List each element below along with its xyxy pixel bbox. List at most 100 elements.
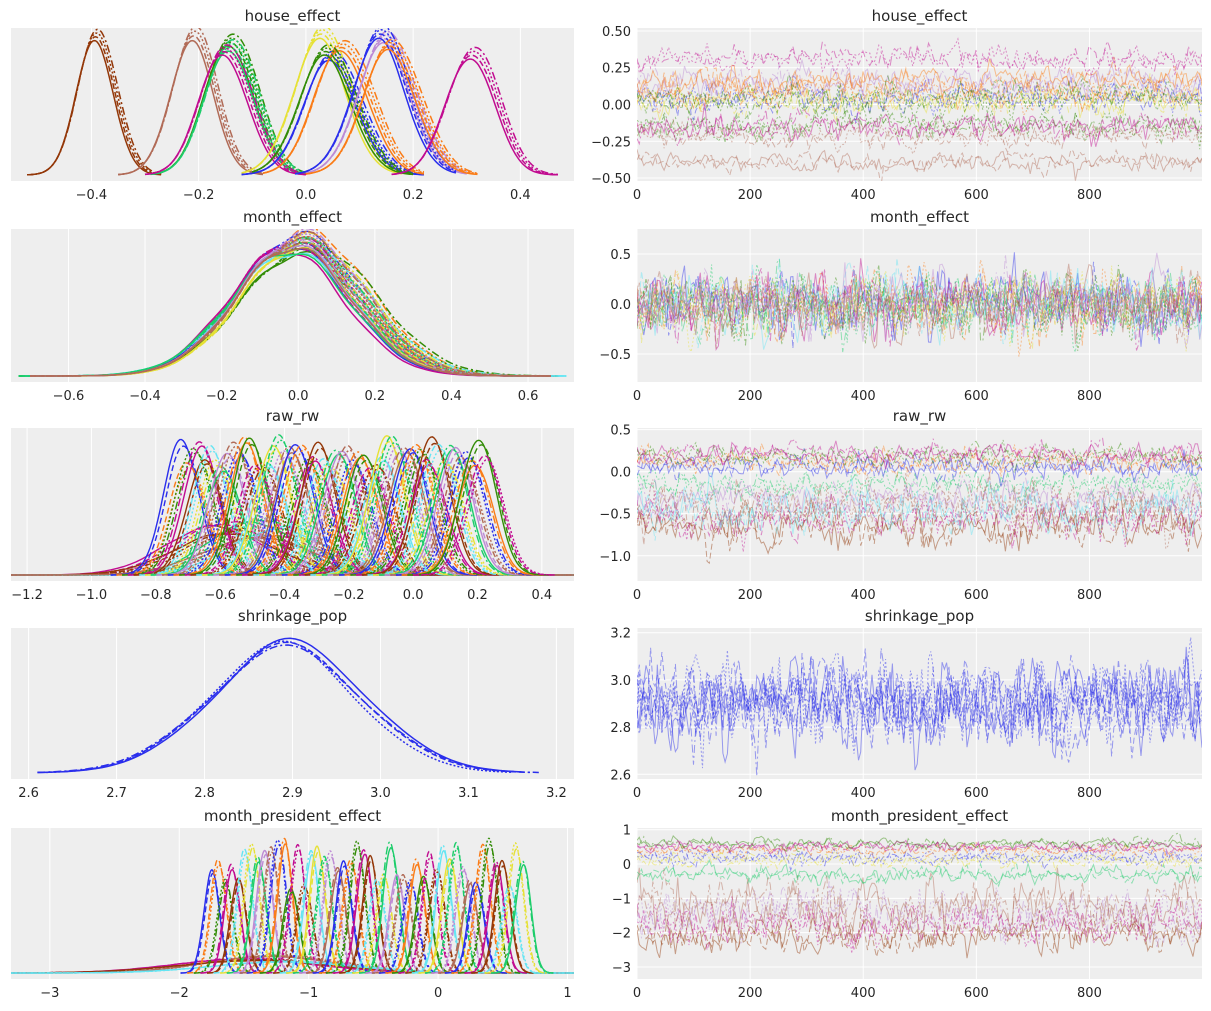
kde-curve <box>321 435 464 576</box>
trace-line <box>637 265 1202 348</box>
kde-curve <box>411 844 475 974</box>
kde-curve <box>365 877 428 974</box>
kde-curve <box>144 44 307 176</box>
trace-line <box>637 264 1202 346</box>
kde-curve <box>395 451 538 576</box>
x-tick-label: 0 <box>633 986 641 1001</box>
trace-line <box>637 851 1202 873</box>
plot-marks <box>637 437 1202 565</box>
kde-curve <box>444 885 507 974</box>
trace-line <box>637 149 1202 181</box>
trace-line <box>637 437 1202 468</box>
panel-title: shrinkage_pop <box>238 607 347 626</box>
kde-curve <box>358 841 422 974</box>
trace-line <box>637 59 1202 105</box>
kde-curve <box>431 865 494 974</box>
kde-curve <box>122 452 264 576</box>
trace-line <box>637 264 1202 355</box>
trace-line <box>637 658 1202 777</box>
kde-curve <box>262 46 425 175</box>
kde-curve <box>207 433 350 576</box>
trace-line <box>637 647 1202 759</box>
x-tick-label: 0.6 <box>518 389 539 404</box>
kde-curve <box>378 448 521 576</box>
panel-title: month_president_effect <box>204 807 381 826</box>
kde-curve <box>396 456 538 576</box>
kde-curve <box>367 443 510 576</box>
trace-line <box>637 274 1202 349</box>
kde-curve <box>30 230 552 377</box>
trace-line <box>637 440 1202 472</box>
kde-curve <box>230 448 373 576</box>
kde-curve <box>252 44 414 174</box>
plot-marks <box>11 837 574 974</box>
trace-line <box>637 851 1202 870</box>
kde-curve <box>27 28 162 176</box>
kde-curve <box>184 464 327 576</box>
trace-line <box>637 77 1202 113</box>
kde-curve <box>144 47 306 176</box>
kde-curve <box>327 445 470 576</box>
kde-curve <box>224 449 367 576</box>
x-tick-label: 0.2 <box>403 188 424 203</box>
x-tick-label: 2.8 <box>194 786 215 801</box>
trace-line <box>637 449 1202 487</box>
kde-curve <box>11 960 574 974</box>
x-tick-label: 0 <box>633 786 641 801</box>
trace-line <box>637 444 1202 478</box>
y-tick-label: 1 <box>623 824 631 839</box>
kde-curve <box>293 460 435 576</box>
x-tick-label: 0.4 <box>441 389 462 404</box>
panel-trace-raw-rw: 0 200 400 600 800 −1.0 −0.5 0.0 0.5 raw_rw <box>599 407 1202 603</box>
kde-curve <box>305 38 478 175</box>
y-tick-label: −0.5 <box>599 348 631 363</box>
kde-curve <box>118 35 264 176</box>
kde-curve <box>413 458 555 576</box>
kde-curve <box>418 858 481 974</box>
trace-line <box>637 440 1202 474</box>
kde-curve <box>162 441 304 576</box>
trace-line <box>637 842 1202 861</box>
y-tick-label: −3 <box>612 961 631 976</box>
trace-line <box>637 58 1202 100</box>
trace-line <box>637 467 1202 505</box>
kde-curve <box>276 444 418 576</box>
x-tick-label: −3 <box>40 986 59 1001</box>
trace-line <box>637 75 1202 120</box>
kde-curve <box>252 47 414 175</box>
plot-marks <box>37 637 539 774</box>
kde-curve <box>287 451 430 576</box>
trace-line <box>637 832 1202 853</box>
x-tick-label: 800 <box>1077 389 1102 404</box>
trace-line <box>637 839 1202 856</box>
kde-curve <box>213 456 355 576</box>
trace-line <box>637 848 1202 868</box>
trace-line <box>637 62 1202 101</box>
kde-curve <box>279 850 342 974</box>
plot-marks <box>27 28 558 176</box>
panel-kde-month-president-effect: −3 −2 −1 0 1 month_president_effect <box>11 807 574 1001</box>
y-tick-label: 0.25 <box>602 62 631 77</box>
kde-curve <box>413 455 555 576</box>
trace-line <box>637 263 1202 349</box>
panel-title: shrinkage_pop <box>865 607 974 626</box>
trace-line <box>637 646 1202 771</box>
trace-line <box>637 261 1202 349</box>
y-tick-label: 2.6 <box>610 768 631 783</box>
trace-line <box>637 56 1202 106</box>
plot-marks <box>18 229 567 377</box>
x-tick-label: 200 <box>738 389 763 404</box>
trace-line <box>637 896 1202 951</box>
x-tick-label: −0.4 <box>129 389 161 404</box>
x-tick-label: −0.2 <box>206 389 238 404</box>
trace-line <box>637 847 1202 872</box>
kde-curve <box>184 469 327 576</box>
kde-curve <box>344 443 487 576</box>
trace-line <box>637 841 1202 860</box>
x-tick-label: 800 <box>1077 786 1102 801</box>
trace-line <box>637 648 1202 763</box>
panel-trace-house-effect: 0 200 400 600 800 −0.50 −0.25 0.00 0.25 0.50 house… <box>591 7 1202 203</box>
y-tick-label: −0.50 <box>591 172 631 187</box>
trace-line <box>637 257 1202 353</box>
kde-curve <box>295 33 457 175</box>
